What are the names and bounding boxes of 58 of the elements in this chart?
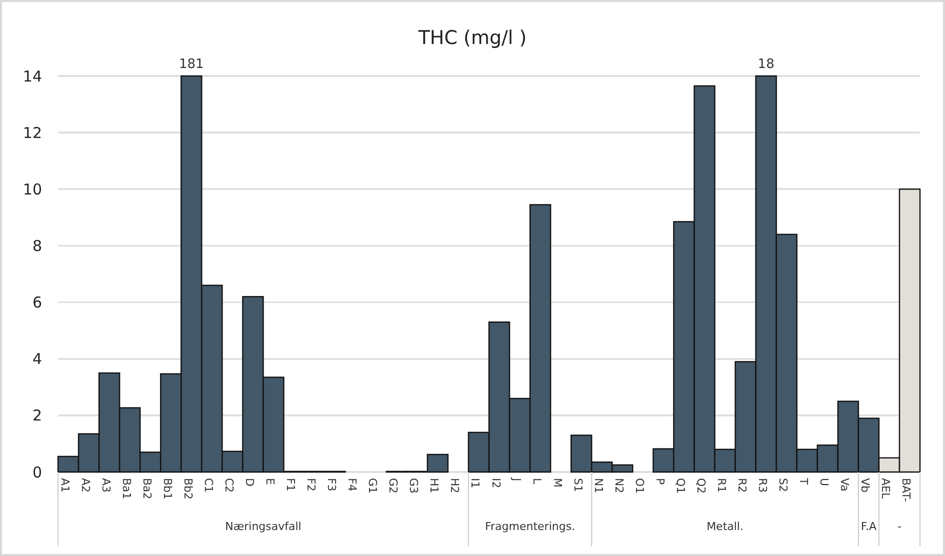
y-tick-label: 2 <box>32 406 42 425</box>
x-tick-label: Vb <box>858 478 872 493</box>
x-tick-label: L <box>530 478 544 485</box>
x-tick-label: J <box>510 477 523 482</box>
x-tick-label: P <box>653 478 666 485</box>
x-tick-label: Va <box>838 478 852 492</box>
x-tick-label: R1 <box>715 478 728 493</box>
x-axis-title: Fragmenterings. <box>485 520 576 533</box>
x-tick-label: E <box>263 478 276 485</box>
x-tick-label: BAT- <box>900 478 913 502</box>
x-tick-label: I1 <box>468 478 482 488</box>
x-tick-label: D <box>242 478 256 486</box>
y-tick-label: 12 <box>22 124 42 142</box>
x-tick-label: Q1 <box>674 478 687 494</box>
x-axis-title: - <box>897 520 902 533</box>
x-tick-label: T <box>797 477 810 485</box>
y-tick-label: 0 <box>32 463 42 482</box>
x-tick-label: Ba1 <box>120 478 133 500</box>
x-tick-label: Bb1 <box>160 478 174 500</box>
y-tick-label: 14 <box>22 67 42 86</box>
x-tick-label: A3 <box>99 478 112 493</box>
x-tick-label: C1 <box>202 478 215 493</box>
x-tick-label: F3 <box>325 478 338 492</box>
x-tick-label: N2 <box>612 478 626 494</box>
x-tick-label: AEL <box>879 478 892 500</box>
x-axis-title: Metall. <box>706 520 744 533</box>
x-tick-label: R2 <box>736 478 749 493</box>
x-tick-label: A1 <box>58 478 72 493</box>
y-tick-label: 8 <box>32 236 42 255</box>
x-tick-label: S1 <box>571 478 584 492</box>
x-tick-label: A2 <box>78 478 92 493</box>
x-axis-title: Næringsavfall <box>225 520 302 533</box>
x-tick-label: C2 <box>222 478 236 493</box>
annotation: 18 <box>758 57 774 72</box>
y-tick-label: 6 <box>32 294 42 312</box>
x-tick-label: Bb2 <box>181 478 194 500</box>
x-tick-label: I2 <box>489 478 502 488</box>
x-tick-label: U <box>818 478 831 486</box>
annotation: 181 <box>178 57 204 72</box>
x-tick-label: G3 <box>407 478 420 494</box>
chart-title: THC (mg/l ) <box>417 27 527 49</box>
x-tick-label: G1 <box>366 478 380 494</box>
x-tick-label: H2 <box>448 478 462 494</box>
x-tick-label: Q2 <box>694 478 708 494</box>
x-axis-title: F.A <box>860 520 877 533</box>
x-tick-label: R3 <box>756 478 770 493</box>
x-tick-label: H1 <box>428 478 441 494</box>
x-tick-label: G2 <box>386 478 400 494</box>
y-tick-label: 10 <box>22 180 42 198</box>
x-tick-label: F2 <box>304 478 318 492</box>
x-tick-label: O1 <box>632 478 646 494</box>
x-tick-label: M <box>550 478 564 488</box>
x-tick-label: Ba2 <box>140 478 154 500</box>
x-tick-label: F1 <box>284 478 298 492</box>
y-tick-label: 4 <box>32 350 42 368</box>
x-tick-label: N1 <box>592 478 605 494</box>
x-tick-label: S2 <box>776 478 790 492</box>
x-tick-label: F4 <box>346 478 359 492</box>
